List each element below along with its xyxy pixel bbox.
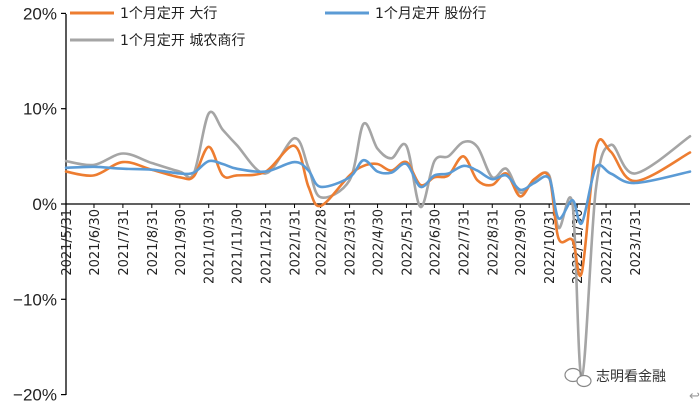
legend-item: 1个月定开 城农商行 (70, 33, 245, 49)
x-tick-label: 2021/5/31 (60, 209, 75, 276)
x-tick-label: 2022/4/30 (372, 209, 387, 276)
x-tick-label: 2021/8/31 (146, 209, 161, 276)
corner-mark: ↩ (689, 389, 700, 404)
x-tick-label: 2021/7/31 (117, 209, 132, 276)
x-tick-label: 2021/9/30 (174, 209, 189, 276)
x-tick-label: 2021/11/30 (231, 209, 246, 284)
y-tick-label: 20% (23, 4, 57, 23)
y-tick-label: −20% (13, 386, 57, 405)
x-axis: 2021/5/31 2021/6/30 2021/7/31 2021/8/31 2021… (60, 203, 690, 284)
x-tick-label: 2022/1/31 (289, 209, 304, 276)
y-tick-label: 0% (32, 195, 57, 214)
x-tick-label: 2021/10/31 (203, 209, 218, 284)
x-tick-label: 2022/9/30 (514, 209, 529, 276)
x-tick-label: 2022/10/31 (543, 209, 558, 284)
y-tick-label: 10% (23, 100, 57, 119)
x-tick-label: 2022/7/31 (457, 209, 472, 276)
watermark-text: 志明看金融 (596, 369, 666, 385)
return-arrow-icon: ↩ (689, 389, 700, 404)
x-tick-label: 2022/2/28 (315, 209, 330, 276)
x-tick-label: 2023/1/31 (629, 209, 644, 276)
y-axis: 20% 10% 0% −10% −20% (13, 4, 67, 405)
series-line-city-rural-banks (64, 110, 692, 379)
legend-item: 1个月定开 股份行 (325, 6, 486, 22)
x-tick-label: 2022/3/31 (344, 209, 359, 276)
x-tick-label: 2022/5/31 (400, 209, 415, 276)
legend-item: 1个月定开 大行 (70, 6, 217, 22)
wechat-logo-icon (564, 367, 592, 388)
series-line-joint-stock-banks (64, 158, 692, 225)
y-tick-label: −10% (13, 290, 57, 309)
x-tick-label: 2021/6/30 (88, 209, 103, 276)
series-layer (64, 110, 692, 379)
legend-label: 1个月定开 大行 (120, 6, 217, 22)
x-tick-label: 2022/8/31 (486, 209, 501, 276)
legend-label: 1个月定开 股份行 (375, 6, 486, 22)
legend: 1个月定开 大行 1个月定开 股份行 1个月定开 城农商行 (70, 6, 486, 49)
legend-label: 1个月定开 城农商行 (120, 33, 245, 49)
watermark: 志明看金融 (564, 367, 666, 388)
x-tick-label: 2022/6/30 (428, 209, 443, 276)
x-tick-label: 2021/12/31 (260, 209, 275, 284)
x-tick-label: 2022/12/31 (600, 209, 615, 284)
